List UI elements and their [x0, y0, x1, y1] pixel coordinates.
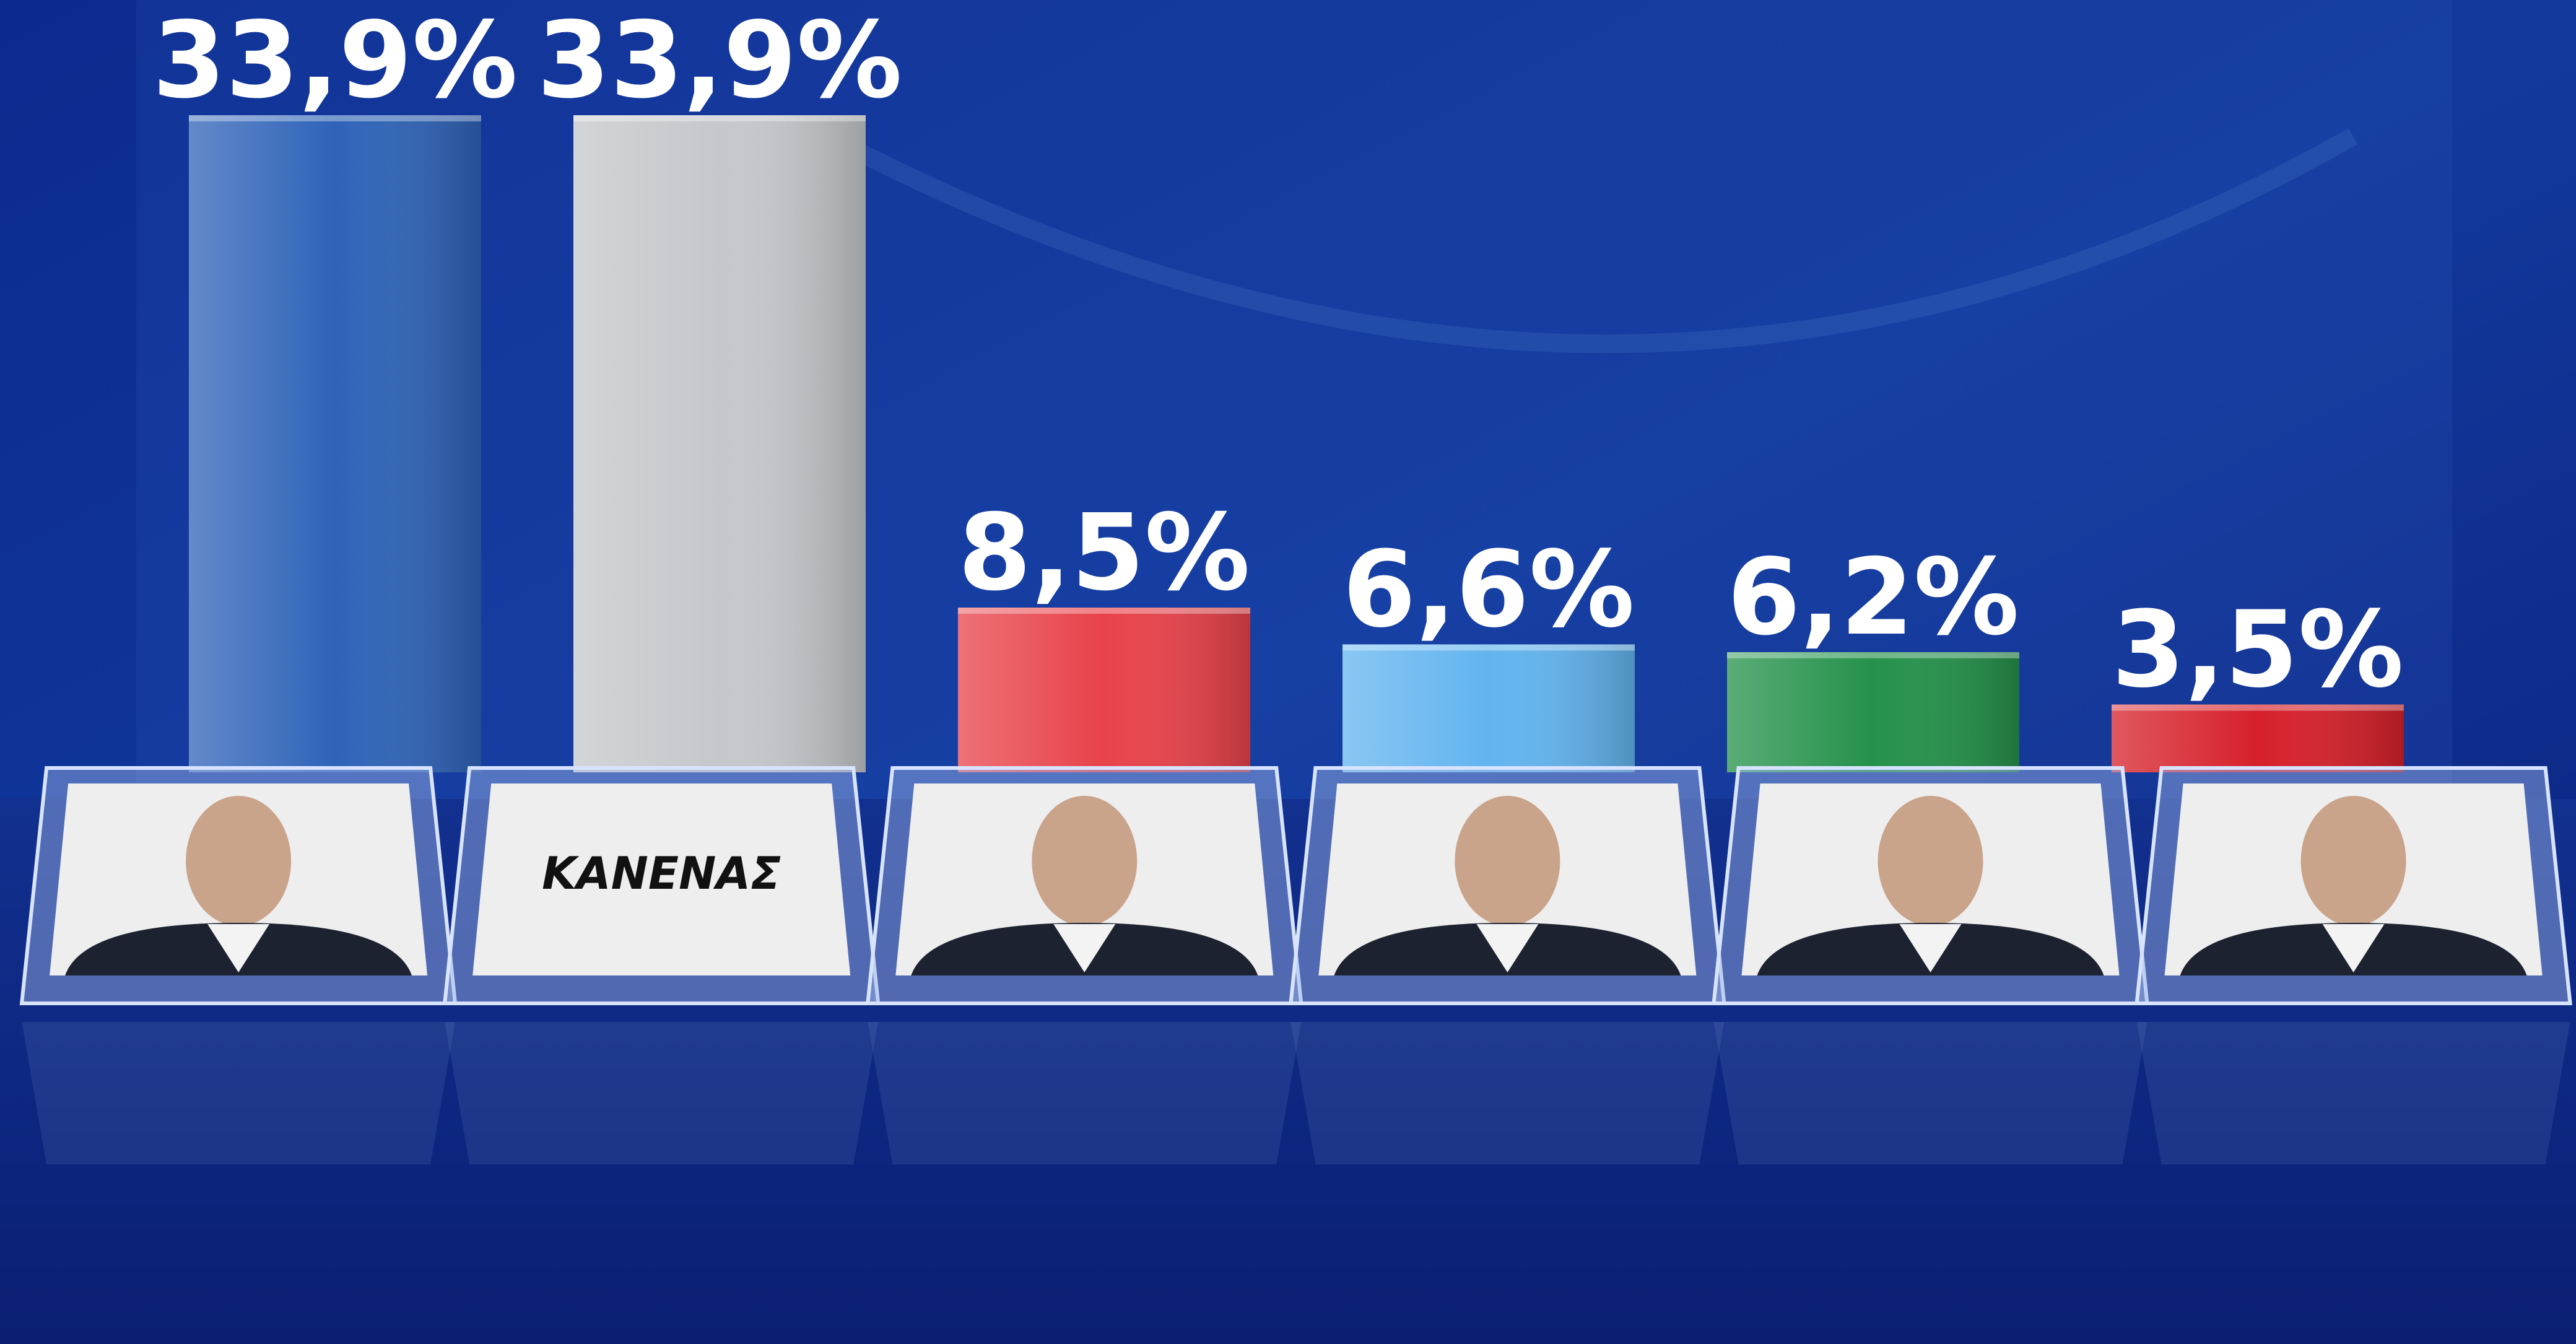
card-reflection	[868, 1022, 1302, 1164]
portrait-head	[1455, 796, 1560, 926]
value-label: 3,5%	[2112, 588, 2403, 711]
card-reflection	[22, 1022, 456, 1164]
portrait-shirt	[1053, 924, 1116, 972]
bar-shine	[1342, 644, 1635, 772]
card-reflection	[1713, 1022, 2147, 1164]
portrait-head	[186, 796, 292, 926]
value-label: 33,9%	[152, 0, 518, 122]
bar-top	[958, 607, 1250, 614]
value-label: 6,2%	[1727, 536, 2019, 659]
bar-shine	[958, 607, 1250, 772]
portrait-shirt	[207, 924, 270, 972]
portrait-shirt	[1899, 924, 1962, 972]
bar-shine	[1727, 652, 2019, 772]
bar-top	[1342, 644, 1635, 651]
value-label: 33,9%	[537, 0, 902, 122]
portrait-shirt	[1476, 924, 1539, 972]
portrait-shirt	[2322, 924, 2385, 972]
category-label: ΚΑΝΕΝΑΣ	[542, 847, 781, 899]
bar-shine	[573, 115, 866, 772]
bar-shine	[2112, 704, 2404, 772]
photo	[472, 783, 851, 975]
value-label: 6,6%	[1342, 528, 1634, 651]
decor-curve	[800, 115, 2358, 354]
portrait-head	[2300, 796, 2406, 926]
card-reflection	[2136, 1022, 2570, 1164]
bar-top	[189, 115, 481, 121]
portrait-head	[1878, 796, 1983, 926]
card-reflection	[1290, 1022, 1725, 1164]
bar-shine	[189, 115, 481, 772]
bar-top	[2112, 704, 2404, 711]
card-reflection	[445, 1022, 879, 1164]
bar-top	[1727, 652, 2019, 658]
bar-top	[573, 115, 866, 121]
value-label: 8,5%	[958, 492, 1250, 614]
portrait-head	[1032, 796, 1138, 926]
panel	[136, 0, 2452, 799]
